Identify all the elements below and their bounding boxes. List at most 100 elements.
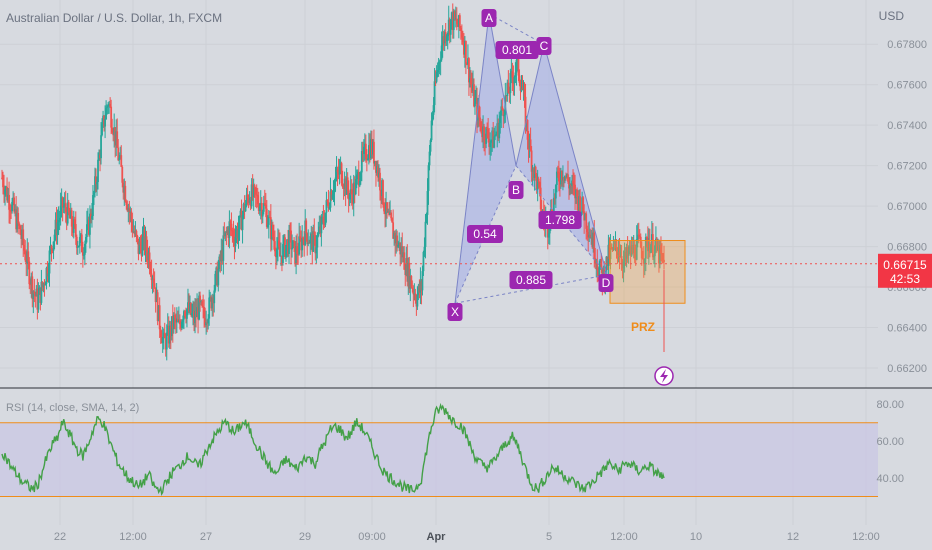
candle-body: [68, 212, 71, 219]
candle-body: [247, 197, 250, 203]
candle-body: [262, 203, 265, 212]
candle-body: [539, 187, 542, 210]
candle-body: [611, 247, 614, 250]
candle-body: [647, 242, 650, 252]
candle-body: [439, 59, 442, 62]
candle-body: [32, 291, 35, 300]
candle-body: [435, 72, 438, 82]
candle-body: [118, 157, 121, 161]
candle-body: [636, 234, 639, 240]
candle-body: [501, 106, 504, 110]
candle-body: [17, 212, 20, 224]
candle-body: [527, 139, 530, 149]
candle-body: [405, 258, 408, 276]
candle-body: [533, 166, 536, 178]
candle-body: [27, 251, 30, 262]
candle-body: [607, 244, 610, 266]
candle-body: [662, 253, 664, 260]
candle-body: [222, 235, 225, 261]
candle-body: [67, 202, 70, 213]
harmonic-pattern-lines: [454, 13, 608, 304]
candle-body: [221, 249, 224, 261]
ratio-line-xd: [454, 274, 608, 304]
candle-body: [145, 236, 148, 252]
candle-body: [345, 177, 348, 195]
candle-body: [475, 97, 477, 99]
candle-body: [326, 200, 329, 202]
candle-body: [465, 40, 467, 64]
candle-body: [291, 247, 293, 250]
candle-body: [6, 186, 8, 201]
candle-body: [2, 178, 4, 188]
candle-body: [268, 216, 271, 218]
candle-body: [97, 159, 99, 183]
candle-body: [538, 182, 541, 188]
candle-body: [641, 258, 644, 260]
candle-body: [505, 95, 508, 97]
candle-body: [528, 139, 531, 149]
candle-body: [474, 98, 476, 107]
candle-body: [13, 197, 16, 212]
lightning-icon[interactable]: [654, 270, 674, 386]
candle-body: [43, 283, 46, 286]
currency-label: USD: [878, 9, 904, 23]
candle-body: [320, 216, 323, 234]
candle-body: [407, 262, 410, 282]
candle-body: [382, 180, 384, 205]
candle-body: [648, 242, 651, 253]
candle-body: [566, 174, 568, 178]
candle-body: [555, 171, 558, 186]
price-tick-label: 0.66200: [887, 363, 927, 375]
candle-body: [646, 238, 649, 252]
candle-body: [415, 301, 418, 307]
candle-body: [189, 303, 191, 312]
candle-body: [273, 241, 276, 252]
candle-body: [196, 307, 198, 318]
candle-body: [529, 139, 532, 151]
candle-body: [144, 236, 147, 250]
candle-body: [579, 196, 582, 217]
candle-body: [365, 159, 368, 161]
candle-body: [255, 194, 258, 196]
candle-body: [660, 245, 662, 254]
candle-body: [373, 141, 375, 164]
candle-body: [632, 244, 635, 254]
candle-body: [318, 226, 321, 233]
point-b-label-text: B: [512, 183, 520, 197]
candle-body: [433, 81, 436, 106]
candle-body: [598, 266, 601, 276]
candle-body: [30, 276, 33, 285]
candle-body: [453, 11, 456, 19]
candle-body: [193, 310, 195, 323]
candle-body: [228, 221, 231, 238]
candle-body: [195, 310, 197, 318]
candle-body: [617, 251, 620, 255]
candle-body: [547, 233, 550, 238]
candle-body: [394, 232, 397, 244]
rsi-tick-label: 80.00: [876, 399, 904, 411]
candle-body: [277, 240, 279, 249]
candle-body: [284, 237, 286, 258]
candle-body: [317, 232, 320, 236]
candle-body: [398, 242, 401, 245]
candle-body: [230, 223, 233, 231]
candle-body: [3, 187, 5, 195]
candle-body: [101, 124, 103, 136]
candle-body: [111, 127, 114, 133]
candle-body: [395, 235, 398, 244]
candle-body: [249, 199, 252, 207]
candle-body: [444, 32, 447, 42]
candle-body: [198, 295, 200, 320]
candle-body: [131, 221, 134, 232]
candle-body: [499, 115, 502, 123]
candle-body: [634, 258, 637, 260]
candle-body: [229, 221, 232, 224]
candle-body: [554, 185, 557, 199]
candle-body: [138, 241, 141, 254]
candle-body: [217, 268, 220, 286]
candle-body: [150, 273, 153, 281]
candle-body: [485, 127, 488, 144]
candle-body: [205, 322, 208, 326]
candle-body: [245, 194, 248, 204]
